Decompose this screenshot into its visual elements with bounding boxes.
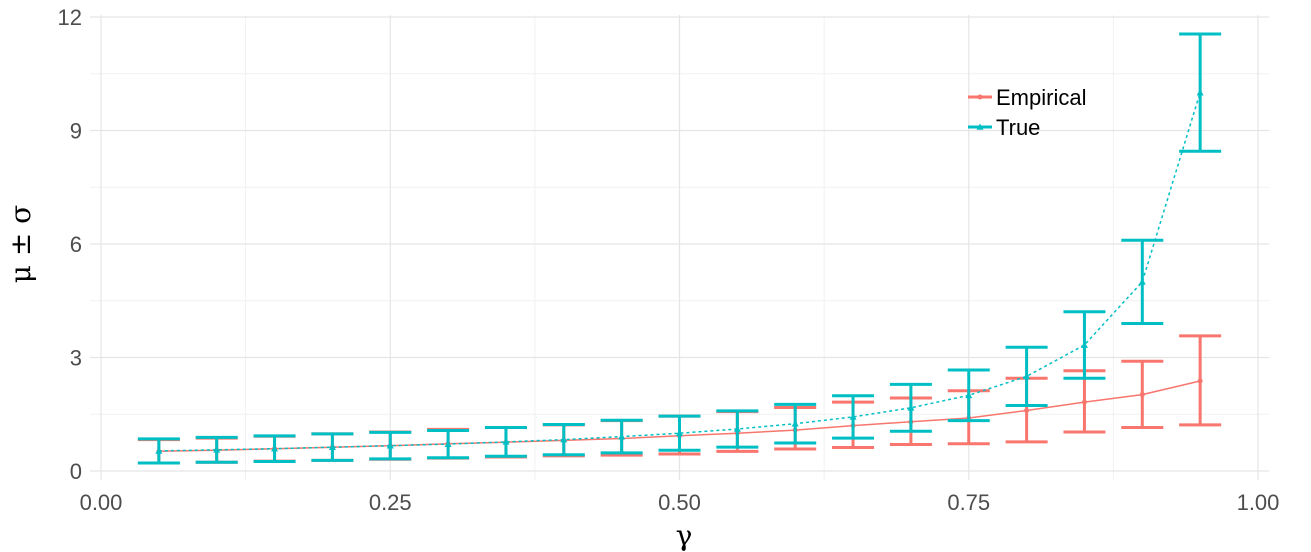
x-tick-label: 1.00 [1237, 490, 1280, 515]
data-point [502, 438, 510, 445]
legend-item-true: True [968, 115, 1040, 140]
legend: Empirical True [968, 85, 1086, 140]
series-layer [137, 32, 1222, 465]
data-point [1138, 278, 1146, 285]
data-point [1080, 341, 1088, 348]
data-point [444, 440, 452, 447]
data-point [1081, 399, 1087, 405]
series-true [137, 32, 1222, 465]
data-point [618, 433, 626, 440]
data-point [328, 443, 336, 450]
data-point [965, 391, 973, 399]
data-point [733, 425, 741, 432]
x-tick-label: 0.75 [947, 490, 990, 515]
y-tick-label: 6 [70, 232, 82, 257]
data-point [1197, 378, 1203, 384]
x-tick-labels: 0.00 0.25 0.50 0.75 1.00 [80, 490, 1280, 515]
data-point [560, 436, 568, 443]
data-point [213, 446, 221, 453]
x-axis-title: γ [676, 519, 693, 552]
y-tick-label: 9 [70, 119, 82, 144]
legend-item-empirical: Empirical [968, 85, 1086, 110]
data-point [907, 404, 915, 411]
legend-marker [977, 94, 983, 100]
legend-marker [976, 123, 984, 130]
y-tick-label: 12 [58, 5, 82, 30]
data-point [791, 420, 799, 427]
data-point [271, 445, 279, 452]
data-point [155, 447, 163, 454]
x-tick-label: 0.25 [369, 490, 412, 515]
data-point [1023, 372, 1031, 380]
legend-label: True [996, 115, 1040, 140]
y-tick-label: 3 [70, 346, 82, 371]
y-tick-labels: 0 3 6 9 12 [58, 5, 82, 484]
y-tick-label: 0 [70, 459, 82, 484]
data-point [386, 442, 394, 449]
x-tick-label: 0.00 [80, 490, 123, 515]
legend-label: Empirical [996, 85, 1086, 110]
data-point [1196, 89, 1204, 96]
data-point [1024, 407, 1030, 413]
data-point [1139, 392, 1145, 398]
x-tick-label: 0.50 [658, 490, 701, 515]
data-point [676, 429, 683, 436]
y-axis-title: μ ± σ [4, 205, 37, 284]
grid-major [90, 15, 1269, 480]
data-point [849, 413, 857, 420]
